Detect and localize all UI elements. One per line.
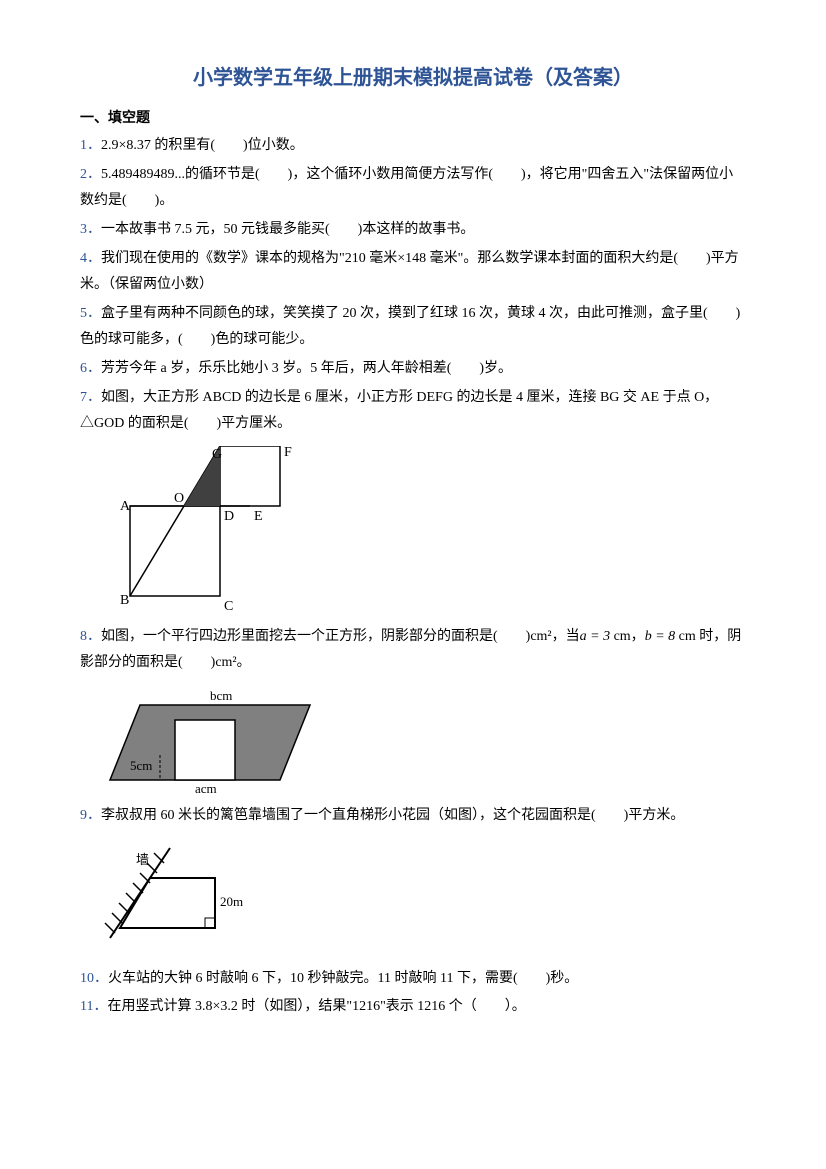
qtext-2: 5.489489489...的循环节是( )，这个循环小数用简便方法写作( )，…: [80, 167, 733, 209]
figure-8: bcm acm 5cm: [100, 685, 746, 795]
qtext-8a: 如图，一个平行四边形里面挖去一个正方形，阴影部分的面积是( )cm²，当: [101, 629, 580, 644]
qnum-3: 3．: [80, 222, 101, 237]
question-6: 6．芳芳今年 a 岁，乐乐比她小 3 岁。5 年后，两人年龄相差( )岁。: [80, 356, 746, 383]
question-7: 7．如图，大正方形 ABCD 的边长是 6 厘米，小正方形 DEFG 的边长是 …: [80, 385, 746, 438]
svg-text:E: E: [254, 509, 263, 524]
qtext-11: 在用竖式计算 3.8×3.2 时（如图），结果"1216"表示 1216 个（ …: [107, 999, 525, 1014]
qnum-7: 7．: [80, 390, 101, 405]
svg-text:D: D: [224, 509, 234, 524]
qnum-1: 1．: [80, 138, 101, 153]
qnum-10: 10．: [80, 971, 108, 986]
question-8: 8．如图，一个平行四边形里面挖去一个正方形，阴影部分的面积是( )cm²，当a …: [80, 624, 746, 677]
qnum-5: 5．: [80, 306, 101, 321]
qnum-11: 11．: [80, 999, 107, 1014]
qtext-8b: cm，: [610, 629, 645, 644]
qtext-1: 2.9×8.37 的积里有( )位小数。: [101, 138, 304, 153]
svg-text:墙: 墙: [136, 852, 149, 867]
svg-text:C: C: [224, 599, 233, 614]
page-title: 小学数学五年级上册期末模拟提高试卷（及答案）: [80, 60, 746, 96]
qnum-6: 6．: [80, 361, 101, 376]
svg-text:F: F: [284, 446, 292, 460]
qtext-7: 如图，大正方形 ABCD 的边长是 6 厘米，小正方形 DEFG 的边长是 4 …: [80, 390, 718, 432]
question-9: 9．李叔叔用 60 米长的篱笆靠墙围了一个直角梯形小花园（如图），这个花园面积是…: [80, 803, 746, 830]
question-11: 11．在用竖式计算 3.8×3.2 时（如图），结果"1216"表示 1216 …: [80, 994, 746, 1021]
qnum-8: 8．: [80, 629, 101, 644]
section-header-1: 一、填空题: [80, 106, 746, 131]
var-a: a = 3: [580, 629, 610, 644]
qnum-9: 9．: [80, 808, 101, 823]
question-5: 5．盒子里有两种不同颜色的球，笑笑摸了 20 次，摸到了红球 16 次，黄球 4…: [80, 301, 746, 354]
qtext-4: 我们现在使用的《数学》课本的规格为"210 毫米×148 毫米"。那么数学课本封…: [80, 251, 739, 293]
svg-text:20m: 20m: [220, 894, 243, 909]
qnum-4: 4．: [80, 251, 101, 266]
question-10: 10．火车站的大钟 6 时敲响 6 下，10 秒钟敲完。11 时敲响 11 下，…: [80, 966, 746, 993]
var-b: b = 8: [645, 629, 675, 644]
qnum-2: 2．: [80, 167, 101, 182]
figure-9: 墙 20m: [100, 838, 746, 958]
question-4: 4．我们现在使用的《数学》课本的规格为"210 毫米×148 毫米"。那么数学课…: [80, 246, 746, 299]
question-1: 1．2.9×8.37 的积里有( )位小数。: [80, 133, 746, 160]
svg-text:B: B: [120, 593, 129, 608]
question-3: 3．一本故事书 7.5 元，50 元钱最多能买( )本这样的故事书。: [80, 217, 746, 244]
svg-text:acm: acm: [195, 781, 217, 795]
question-2: 2．5.489489489...的循环节是( )，这个循环小数用简便方法写作( …: [80, 162, 746, 215]
svg-text:A: A: [120, 499, 131, 514]
qtext-9: 李叔叔用 60 米长的篱笆靠墙围了一个直角梯形小花园（如图），这个花园面积是( …: [101, 808, 684, 823]
qtext-5: 盒子里有两种不同颜色的球，笑笑摸了 20 次，摸到了红球 16 次，黄球 4 次…: [80, 306, 740, 348]
qtext-3: 一本故事书 7.5 元，50 元钱最多能买( )本这样的故事书。: [101, 222, 474, 237]
qtext-10: 火车站的大钟 6 时敲响 6 下，10 秒钟敲完。11 时敲响 11 下，需要(…: [108, 971, 578, 986]
svg-text:5cm: 5cm: [130, 758, 152, 773]
svg-text:bcm: bcm: [210, 688, 232, 703]
qtext-6: 芳芳今年 a 岁，乐乐比她小 3 岁。5 年后，两人年龄相差( )岁。: [101, 361, 512, 376]
figure-7: A B C D E F G O: [100, 446, 746, 616]
svg-text:O: O: [174, 491, 184, 506]
svg-text:G: G: [212, 447, 222, 462]
